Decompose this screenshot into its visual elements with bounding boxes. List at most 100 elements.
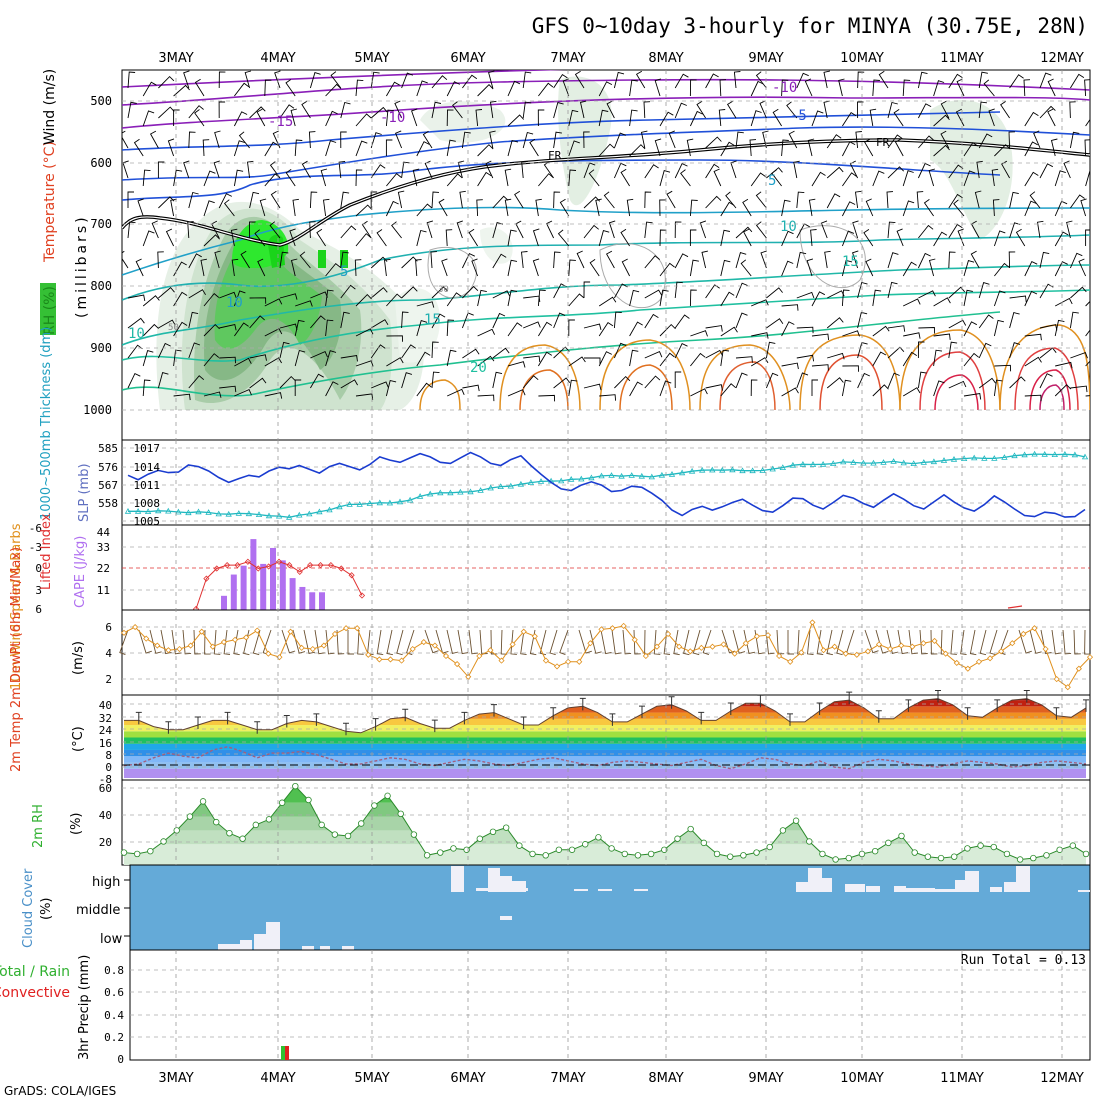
surface-barb — [969, 629, 977, 656]
wind-barb — [431, 286, 449, 299]
wind-barb — [589, 259, 600, 277]
wind-barb — [1084, 79, 1090, 97]
minmax-bar — [875, 710, 882, 723]
wind-barb — [796, 72, 809, 89]
thickness-point — [779, 464, 786, 470]
cape-bar — [270, 547, 276, 610]
wind-barb — [218, 101, 226, 119]
wind-barb — [127, 294, 146, 301]
minmax-bar — [520, 716, 527, 730]
footer-credit: GrADS: COLA/IGES — [4, 1084, 116, 1098]
thickness-point — [235, 510, 242, 516]
wind-barb — [446, 139, 456, 157]
wind-barb — [127, 317, 145, 329]
surface-barb — [347, 630, 354, 655]
wind-barb — [340, 191, 350, 209]
rh-point — [1030, 854, 1037, 862]
thickness-point — [487, 484, 494, 491]
wind-point — [298, 644, 305, 651]
li-point — [224, 562, 231, 569]
rh-point — [885, 839, 892, 847]
wind-barb — [492, 347, 510, 359]
wind-barb — [928, 168, 936, 187]
wind-barb — [127, 101, 137, 119]
wind-barb — [1024, 356, 1042, 367]
rh-point — [1056, 846, 1063, 853]
wind-barb — [507, 139, 519, 157]
contour-label: 20 — [470, 360, 487, 376]
wind-barb — [781, 387, 799, 397]
wind-barb — [1085, 118, 1090, 127]
wind-barb — [535, 198, 542, 217]
wind-ticks: 6 4 2 — [105, 621, 112, 686]
rh-point — [358, 820, 365, 827]
wind-point — [798, 649, 805, 656]
thickness-point — [578, 475, 585, 482]
precip-ticks: 0.8 0.6 0.4 0.2 0 — [104, 964, 124, 1066]
surface-barb — [182, 629, 192, 655]
wind-point — [309, 645, 316, 653]
minmax-bar — [1083, 699, 1089, 712]
wind-barb — [492, 195, 509, 209]
wind-barb — [1039, 251, 1050, 269]
wind-barb — [644, 375, 661, 389]
cape-bar — [250, 539, 257, 610]
wind-point — [742, 640, 749, 647]
wind-barb — [796, 354, 815, 362]
wind-barb — [865, 258, 874, 277]
wind-barb — [523, 321, 541, 329]
wind-barb — [183, 160, 190, 179]
rh-markers — [120, 782, 1090, 863]
thickness-point — [386, 499, 394, 506]
wind-barb — [781, 79, 789, 97]
wind-barb — [827, 352, 845, 360]
wind-barb — [598, 296, 617, 307]
wind-barb — [857, 372, 870, 389]
wind-barb — [583, 323, 602, 331]
rh-ticks: 60 40 20 — [99, 782, 112, 849]
thickness-point — [991, 455, 998, 461]
wind-barb — [823, 100, 830, 119]
wind-barb — [705, 349, 723, 359]
cloud-level-low: low — [100, 932, 123, 947]
date-label-top: 5MAY — [354, 51, 389, 66]
rh-point — [634, 852, 642, 859]
wind-panel: 6 4 2 10m Wind Speed & Barbs (m/s) — [9, 523, 1094, 696]
wind-barb — [412, 168, 420, 187]
wind-barb — [755, 191, 767, 209]
wind-barb — [742, 198, 752, 217]
wind-barb — [705, 136, 722, 149]
wind-barb — [948, 73, 963, 89]
wind-point — [1042, 645, 1049, 653]
li-point — [358, 592, 366, 599]
surface-barb — [138, 629, 152, 654]
wind-barb — [614, 283, 628, 299]
minmax-bar — [609, 713, 616, 726]
date-label-top: 8MAY — [648, 51, 683, 66]
wind-barb — [521, 161, 528, 179]
wind-barb — [680, 169, 691, 187]
wind-barb — [733, 71, 741, 89]
wind-point — [776, 652, 783, 660]
wind-barb — [233, 140, 246, 157]
wind-barb — [974, 190, 982, 209]
wind-barb — [188, 105, 204, 119]
wind-barb — [916, 191, 924, 209]
cape-bar — [309, 592, 316, 610]
wind-barb — [948, 286, 966, 299]
wind-barb — [917, 71, 928, 89]
wind-barb — [963, 392, 982, 400]
thickness-point — [648, 473, 655, 480]
wind-barb — [976, 160, 983, 179]
wind-barb — [735, 131, 744, 149]
wind-barb — [978, 314, 994, 329]
wind-barb — [963, 260, 975, 277]
wind-barb — [1009, 312, 1020, 329]
surface-barb — [406, 629, 415, 656]
wind-barb — [806, 258, 814, 277]
wind-barb — [264, 357, 282, 367]
thickness-point — [860, 459, 867, 466]
wind-barb — [325, 83, 342, 97]
cloud-block — [905, 888, 935, 892]
thickness-point — [930, 458, 938, 465]
